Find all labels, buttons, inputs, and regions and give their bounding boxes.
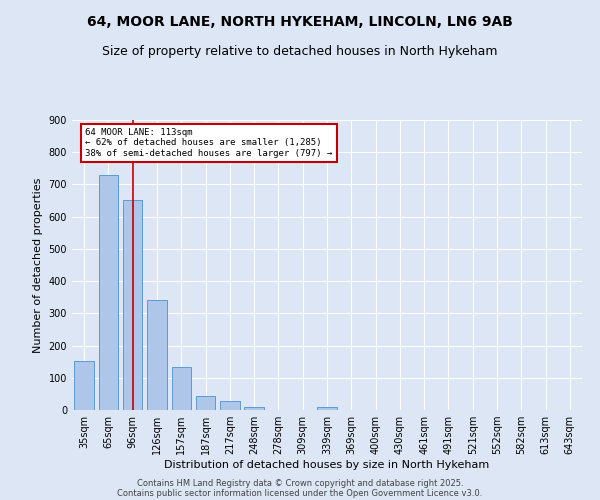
Bar — [244, 407, 264, 410]
Bar — [123, 200, 142, 410]
Text: 64, MOOR LANE, NORTH HYKEHAM, LINCOLN, LN6 9AB: 64, MOOR LANE, NORTH HYKEHAM, LINCOLN, L… — [87, 15, 513, 29]
Bar — [99, 176, 118, 410]
Bar — [74, 361, 94, 410]
Bar — [172, 366, 191, 410]
Text: Contains public sector information licensed under the Open Government Licence v3: Contains public sector information licen… — [118, 488, 482, 498]
Bar — [220, 401, 239, 410]
Text: Contains HM Land Registry data © Crown copyright and database right 2025.: Contains HM Land Registry data © Crown c… — [137, 478, 463, 488]
Bar — [317, 408, 337, 410]
Y-axis label: Number of detached properties: Number of detached properties — [33, 178, 43, 352]
Text: Size of property relative to detached houses in North Hykeham: Size of property relative to detached ho… — [102, 45, 498, 58]
Bar — [196, 396, 215, 410]
Bar — [147, 300, 167, 410]
X-axis label: Distribution of detached houses by size in North Hykeham: Distribution of detached houses by size … — [164, 460, 490, 470]
Text: 64 MOOR LANE: 113sqm
← 62% of detached houses are smaller (1,285)
38% of semi-de: 64 MOOR LANE: 113sqm ← 62% of detached h… — [85, 128, 332, 158]
